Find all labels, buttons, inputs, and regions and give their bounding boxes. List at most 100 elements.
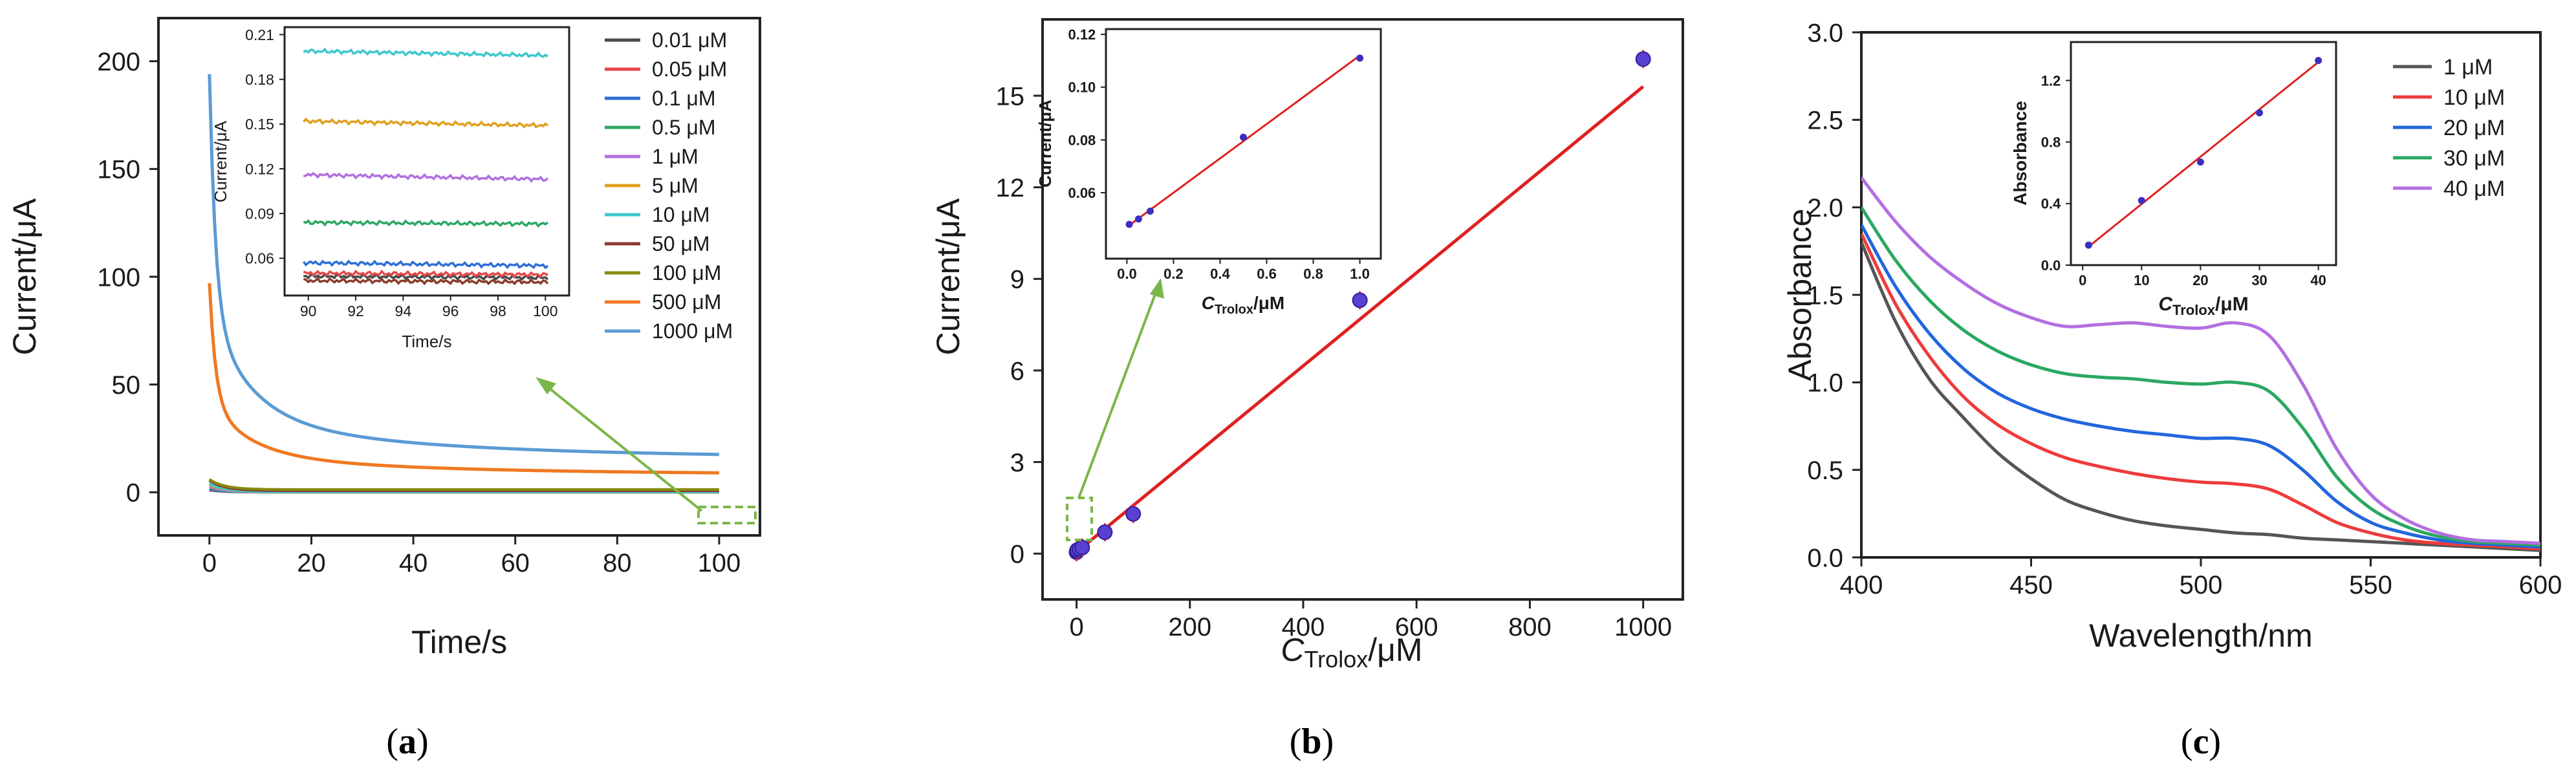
legend-label: 1000 μM <box>652 319 733 343</box>
data-point <box>1074 539 1090 555</box>
series-line-40M <box>1861 177 2540 545</box>
panel-b-inset-ticks: 0.0 0.2 0.4 0.6 0.8 1.0 0.06 0.08 0.10 0.12 <box>1068 27 1369 282</box>
legend-label: 10 μM <box>2443 85 2505 110</box>
panel-b-zoom-region <box>1066 497 1093 541</box>
panel-a-ytick-label: 100 <box>97 263 140 292</box>
series-line-20M <box>1861 224 2540 549</box>
panel-c-series <box>1861 177 2540 552</box>
panel-a-ytick-label: 150 <box>97 156 140 184</box>
panel-c-inset-xtick-label: 20 <box>2192 272 2208 288</box>
panel-c-inset-xtick-label: 30 <box>2251 272 2267 288</box>
panel-c-inset-ytick-label: 1.2 <box>2041 72 2061 89</box>
panel-c-xtick-label: 550 <box>2349 571 2392 599</box>
panel-b-ytick-label: 15 <box>996 82 1025 111</box>
panel-b-ytick-label: 3 <box>1010 449 1024 477</box>
panel-c-xlabel: Wavelength/nm <box>2089 618 2313 654</box>
panel-a-ytick-label: 0 <box>126 479 140 508</box>
series-line-30M <box>1861 206 2540 547</box>
panel-b-frame <box>1041 18 1684 601</box>
data-point <box>1352 292 1368 308</box>
panel-a-inset-xtick-label: 90 <box>300 303 317 319</box>
panel-c-xtick-label: 600 <box>2519 571 2562 599</box>
panel-a: 0 20 40 60 80 100 0 50 100 150 200 90 92 94 96 98 100 0.… <box>6 17 761 762</box>
panel-a-xtick-label: 100 <box>698 549 741 577</box>
panel-a-inset-xtick-label: 92 <box>347 303 364 319</box>
panel-c-inset-ytick-label: 0.0 <box>2041 257 2061 274</box>
panel-a-inset-ytick-label: 0.15 <box>245 116 274 133</box>
panel-b-ytick-label: 12 <box>996 174 1025 202</box>
panel-c-inset-plot <box>2084 57 2322 249</box>
panel-a-inset-ytick-label: 0.12 <box>245 160 274 177</box>
legend-label: 0.01 μM <box>652 28 727 52</box>
inset-series-line <box>303 219 549 228</box>
panel-b-xtick-label: 400 <box>1282 613 1325 641</box>
panel-a-inset-ticks: 90 92 94 96 98 100 0.06 0.09 0.12 0.15 0.18 0.21 <box>245 27 557 319</box>
panel-b-inset-plot <box>1125 54 1364 228</box>
panel-b-inset-ytick-label: 0.08 <box>1068 132 1096 148</box>
panel-c-xtick-label: 500 <box>2180 571 2223 599</box>
panel-a-inset-xlabel: Time/s <box>402 332 451 351</box>
panel-a-inset-ytick-label: 0.06 <box>245 250 274 267</box>
panel-a-xtick-label: 80 <box>603 549 632 577</box>
inset-series-line <box>303 47 548 58</box>
legend-label: 1 μM <box>652 145 698 168</box>
panel-b-xlabel: CTrolox/μM <box>1281 632 1422 672</box>
panel-a-inset-ytick-label: 0.21 <box>245 27 274 43</box>
series-line-500M <box>208 283 719 475</box>
panel-a-inset-xtick-label: 94 <box>395 303 412 319</box>
inset-data-point <box>1356 54 1364 62</box>
panel-c-inset-xtick-label: 0 <box>2079 272 2086 288</box>
inset-data-point <box>1134 215 1142 223</box>
panel-a-xtick-label: 60 <box>501 549 530 577</box>
panel-c-label: (c) <box>2181 722 2221 762</box>
panel-b-inset-xlabel: CTrolox/μM <box>1202 293 1284 317</box>
panel-c-inset-xtick-label: 10 <box>2134 272 2149 288</box>
inset-fit-line <box>1126 54 1361 228</box>
panel-a-inset-frame <box>283 26 570 297</box>
legend-label: 40 μM <box>2443 177 2505 201</box>
panel-c-ytick-label: 2.5 <box>1807 107 1843 135</box>
panel-c-inset-ylabel: Absorbance <box>2010 101 2030 206</box>
inset-data-point <box>1125 220 1133 228</box>
panel-a-xtick-label: 40 <box>399 549 428 577</box>
inset-series-line <box>303 171 549 183</box>
panel-b-xtick-label: 200 <box>1168 613 1211 641</box>
panel-a-zoom-region <box>697 506 757 524</box>
panel-b-xtick-label: 1000 <box>1614 613 1672 641</box>
panel-c-inset-ytick-label: 0.8 <box>2041 134 2061 151</box>
panel-a-series <box>208 74 719 494</box>
legend-label: 0.05 μM <box>652 58 727 81</box>
inset-data-point <box>2256 109 2264 116</box>
panel-c-legend: 1 μM 10 μM 20 μM 30 μM 40 μM <box>2393 55 2505 201</box>
legend-label: 50 μM <box>652 232 710 255</box>
panel-c-ytick-label: 1.0 <box>1807 369 1843 398</box>
legend-label: 10 μM <box>652 203 710 226</box>
panel-c-ylabel: Absorbance <box>1782 209 1818 382</box>
panel-a-legend: 0.01 μM 0.05 μM 0.1 μM 0.5 μM 1 μM 5 μM 10 μM 5… <box>605 28 733 343</box>
panel-a-label: (a) <box>386 722 428 762</box>
panel-a-arrowhead <box>536 377 556 394</box>
panel-c-xtick-label: 450 <box>2009 571 2053 599</box>
series-line-1000M <box>208 74 719 457</box>
legend-label: 20 μM <box>2443 116 2505 140</box>
panel-b-inset-xtick-label: 0.2 <box>1164 266 1184 282</box>
panel-b-ytick-label: 6 <box>1010 357 1024 385</box>
panel-a-xtick-label: 0 <box>202 549 217 577</box>
inset-data-point <box>2315 57 2322 65</box>
panel-b-inset-ytick-label: 0.12 <box>1068 27 1096 43</box>
panel-a-inset-ytick-label: 0.09 <box>245 205 274 222</box>
panel-c-ytick-label: 3.0 <box>1807 19 1843 47</box>
panel-b-inset-xtick-label: 0.6 <box>1257 266 1277 282</box>
data-point <box>1097 524 1113 541</box>
data-point <box>1125 506 1142 522</box>
panel-a-ytick-label: 50 <box>112 371 141 400</box>
panel-c-xtick-label: 400 <box>1840 571 1883 599</box>
panel-b-label: (b) <box>1290 722 1334 762</box>
series-line-100M <box>208 478 719 491</box>
panel-b-xtick-label: 800 <box>1508 613 1552 641</box>
panel-b-ytick-label: 0 <box>1010 541 1024 569</box>
inset-series-line <box>303 117 549 129</box>
